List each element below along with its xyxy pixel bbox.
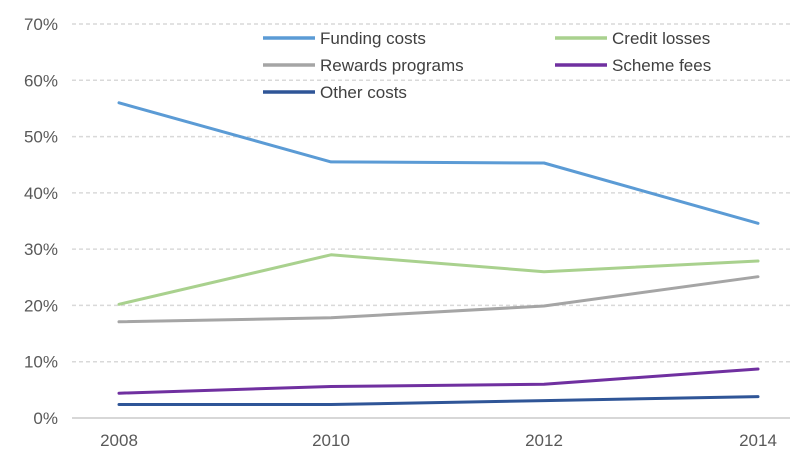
series-line-scheme-fees bbox=[117, 367, 760, 395]
legend-item: Other costs bbox=[263, 83, 407, 102]
y-tick-label: 60% bbox=[24, 71, 58, 90]
x-tick-label: 2010 bbox=[312, 431, 350, 450]
legend-label: Rewards programs bbox=[320, 56, 464, 75]
y-axis: 0% 10% 20% 30% 40% 50% 60% 70% bbox=[24, 15, 58, 428]
series-line-rewards-programs bbox=[117, 275, 760, 324]
legend-item: Funding costs bbox=[263, 29, 426, 48]
series-line-funding-costs bbox=[117, 101, 760, 225]
series-line-other-costs bbox=[117, 395, 760, 406]
legend: Funding costs Credit losses Rewards progra… bbox=[263, 29, 711, 102]
y-tick-label: 70% bbox=[24, 15, 58, 34]
gridlines bbox=[72, 23, 790, 363]
legend-label: Credit losses bbox=[612, 29, 710, 48]
y-tick-label: 10% bbox=[24, 353, 58, 372]
y-tick-label: 40% bbox=[24, 184, 58, 203]
y-tick-label: 0% bbox=[33, 409, 58, 428]
y-tick-label: 50% bbox=[24, 128, 58, 147]
legend-label: Scheme fees bbox=[612, 56, 711, 75]
y-tick-label: 20% bbox=[24, 296, 58, 315]
x-tick-label: 2012 bbox=[525, 431, 563, 450]
legend-item: Rewards programs bbox=[263, 56, 464, 75]
x-axis: 2008 2010 2012 2014 bbox=[72, 417, 790, 450]
series-line-credit-losses bbox=[117, 253, 760, 306]
legend-label: Funding costs bbox=[320, 29, 426, 48]
legend-label: Other costs bbox=[320, 83, 407, 102]
x-tick-label: 2008 bbox=[100, 431, 138, 450]
legend-item: Scheme fees bbox=[555, 56, 711, 75]
legend-item: Credit losses bbox=[555, 29, 710, 48]
x-tick-label: 2014 bbox=[739, 431, 777, 450]
series-lines bbox=[117, 101, 760, 406]
y-tick-label: 30% bbox=[24, 240, 58, 259]
